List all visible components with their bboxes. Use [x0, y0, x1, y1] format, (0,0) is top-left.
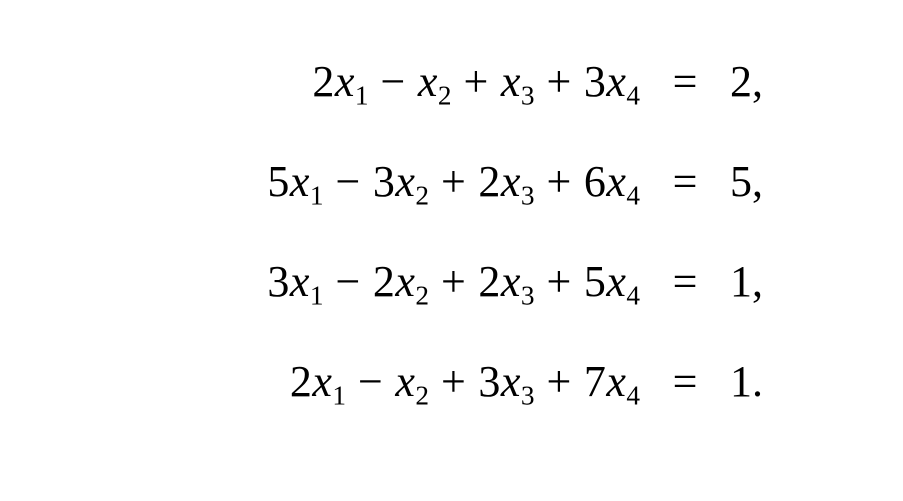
- var-sub: 4: [626, 81, 640, 111]
- variable: x4: [606, 257, 640, 306]
- operator-plus: +: [535, 360, 584, 404]
- coef: 5: [267, 157, 290, 206]
- var-letter: x: [290, 257, 310, 306]
- variable: x1: [290, 157, 324, 206]
- var-letter: x: [501, 157, 521, 206]
- variable: x1: [290, 257, 324, 306]
- coef: 3: [478, 357, 501, 406]
- punctuation: .: [752, 357, 763, 406]
- var-sub: 2: [415, 381, 429, 411]
- operator-plus: +: [535, 260, 584, 304]
- equation-system: 2x1−x2+x3+3x4 = 2, 5x1−3x2+2x3+6x4 = 5, …: [0, 60, 903, 460]
- var-letter: x: [395, 157, 415, 206]
- variable: x2: [395, 157, 429, 206]
- var-letter: x: [606, 357, 626, 406]
- equals-sign: =: [640, 360, 730, 404]
- rhs-value: 2: [730, 57, 752, 106]
- var-sub: 2: [438, 81, 452, 111]
- var-sub: 1: [310, 281, 324, 311]
- operator-minus: −: [324, 260, 373, 304]
- var-letter: x: [395, 357, 415, 406]
- rhs-value: 1: [730, 357, 752, 406]
- operator-minus: −: [324, 160, 373, 204]
- equation-row: 3x1−2x2+2x3+5x4 = 1,: [0, 260, 903, 360]
- var-sub: 3: [521, 381, 535, 411]
- operator-minus: −: [369, 60, 418, 104]
- variable: x3: [501, 57, 535, 106]
- var-sub: 4: [626, 281, 640, 311]
- coef: 2: [373, 257, 396, 306]
- coef: 2: [478, 157, 501, 206]
- coef: 3: [267, 257, 290, 306]
- variable: x1: [312, 357, 346, 406]
- var-letter: x: [501, 357, 521, 406]
- var-sub: 2: [415, 181, 429, 211]
- var-letter: x: [606, 157, 626, 206]
- var-letter: x: [290, 157, 310, 206]
- variable: x4: [606, 57, 640, 106]
- variable: x2: [395, 257, 429, 306]
- var-sub: 2: [415, 281, 429, 311]
- punctuation: ,: [752, 57, 763, 106]
- punctuation: ,: [752, 257, 763, 306]
- equation-rhs: 1.: [730, 360, 810, 404]
- var-letter: x: [335, 57, 355, 106]
- variable: x2: [418, 57, 452, 106]
- equals-sign: =: [640, 160, 730, 204]
- var-sub: 3: [521, 181, 535, 211]
- coef: 7: [584, 357, 607, 406]
- variable: x3: [501, 157, 535, 206]
- var-sub: 4: [626, 381, 640, 411]
- operator-plus: +: [429, 360, 478, 404]
- var-letter: x: [501, 257, 521, 306]
- equation-lhs: 2x1−x2+x3+3x4: [0, 60, 640, 110]
- operator-plus: +: [535, 160, 584, 204]
- equation-lhs: 5x1−3x2+2x3+6x4: [0, 160, 640, 210]
- var-letter: x: [606, 257, 626, 306]
- variable: x2: [395, 357, 429, 406]
- coef: 5: [584, 257, 607, 306]
- equals-sign: =: [640, 260, 730, 304]
- equation-lhs: 3x1−2x2+2x3+5x4: [0, 260, 640, 310]
- coef: 3: [584, 57, 607, 106]
- equation-row: 2x1−x2+x3+3x4 = 2,: [0, 60, 903, 160]
- operator-plus: +: [429, 160, 478, 204]
- operator-plus: +: [535, 60, 584, 104]
- equation-rhs: 5,: [730, 160, 810, 204]
- punctuation: ,: [752, 157, 763, 206]
- var-letter: x: [606, 57, 626, 106]
- var-letter: x: [395, 257, 415, 306]
- var-sub: 4: [626, 181, 640, 211]
- var-sub: 3: [521, 81, 535, 111]
- coef: 3: [373, 157, 396, 206]
- var-sub: 1: [332, 381, 346, 411]
- coef: 6: [584, 157, 607, 206]
- var-sub: 3: [521, 281, 535, 311]
- variable: x3: [501, 257, 535, 306]
- var-sub: 1: [310, 181, 324, 211]
- var-letter: x: [418, 57, 438, 106]
- equation-row: 2x1−x2+3x3+7x4 = 1.: [0, 360, 903, 460]
- var-sub: 1: [355, 81, 369, 111]
- var-letter: x: [501, 57, 521, 106]
- rhs-value: 5: [730, 157, 752, 206]
- operator-plus: +: [429, 260, 478, 304]
- equation-rhs: 1,: [730, 260, 810, 304]
- var-letter: x: [312, 357, 332, 406]
- variable: x1: [335, 57, 369, 106]
- operator-plus: +: [452, 60, 501, 104]
- variable: x4: [606, 157, 640, 206]
- equation-rhs: 2,: [730, 60, 810, 104]
- coef: 2: [312, 57, 335, 106]
- coef: 2: [290, 357, 313, 406]
- equation-lhs: 2x1−x2+3x3+7x4: [0, 360, 640, 410]
- variable: x3: [501, 357, 535, 406]
- rhs-value: 1: [730, 257, 752, 306]
- coef: 2: [478, 257, 501, 306]
- equals-sign: =: [640, 60, 730, 104]
- variable: x4: [606, 357, 640, 406]
- equation-row: 5x1−3x2+2x3+6x4 = 5,: [0, 160, 903, 260]
- operator-minus: −: [346, 360, 395, 404]
